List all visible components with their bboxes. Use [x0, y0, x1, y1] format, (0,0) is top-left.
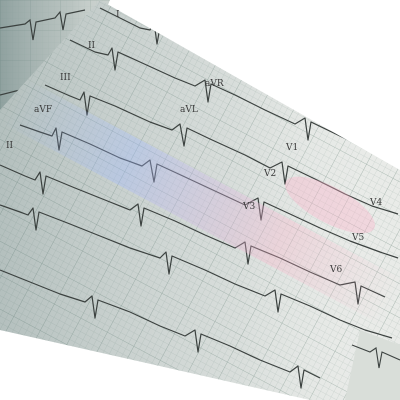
lead-label: V3: [242, 202, 255, 212]
trace-row-3: [44, 84, 399, 215]
lead-label: V6: [329, 265, 342, 275]
lead-label: V4: [369, 198, 382, 208]
lead-label: V5: [351, 233, 364, 243]
lead-label: aVF: [34, 105, 52, 115]
lead-label: II: [6, 141, 14, 151]
lead-labels: I II III aVF II aVR aVL V1 V2 V3 V4 V5 V…: [6, 10, 382, 275]
lead-label: III: [60, 73, 71, 83]
trace-row-2: [69, 39, 399, 163]
lead-label: II: [88, 41, 96, 51]
lead-label: aVL: [180, 105, 198, 115]
ecg-sheet-bottom: [345, 330, 400, 400]
trace-row-6: [0, 204, 393, 339]
trace-left-1: [0, 9, 86, 41]
trace-row-7: [0, 269, 321, 389]
lead-label: V1: [285, 143, 298, 153]
lead-label: I: [116, 10, 120, 20]
lead-label: aVR: [205, 79, 224, 89]
lead-label: V2: [263, 169, 276, 179]
